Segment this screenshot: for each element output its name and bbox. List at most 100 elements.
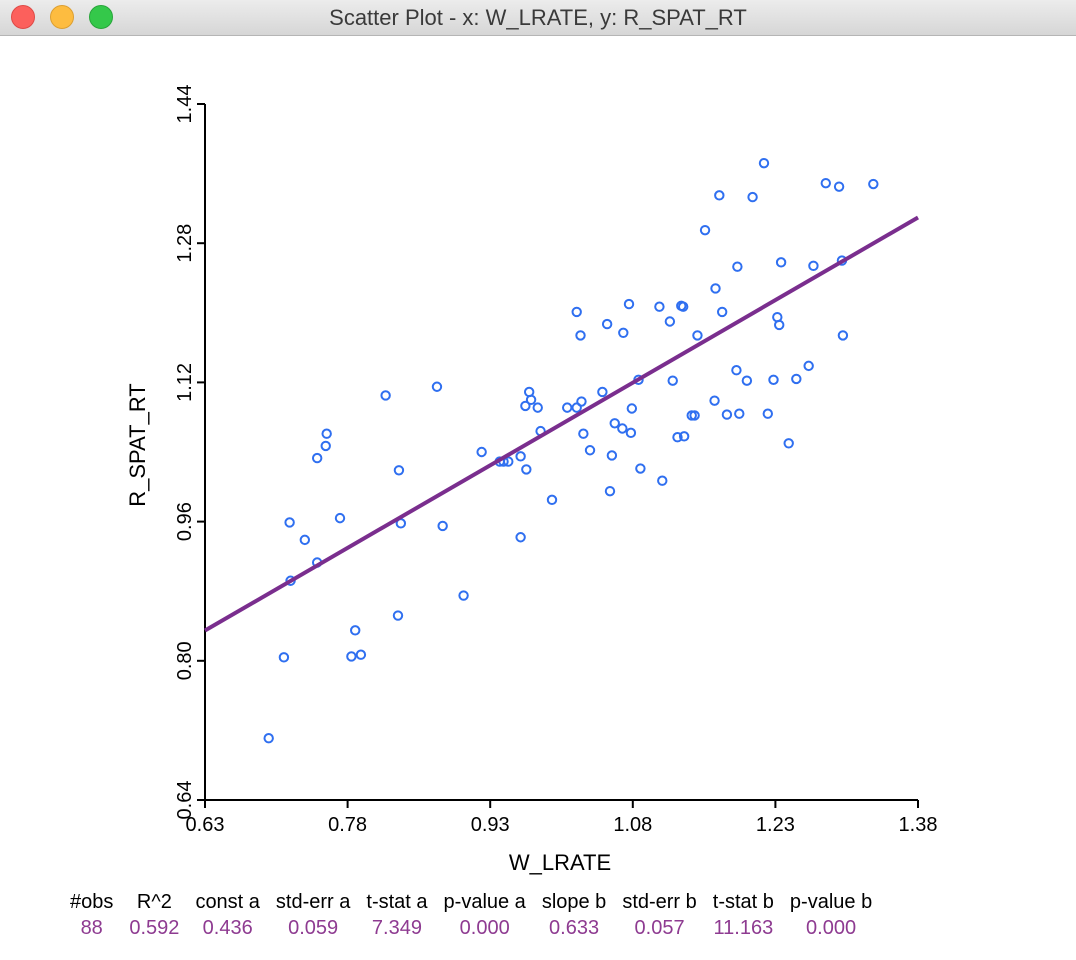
data-point (393, 465, 405, 476)
data-point (562, 402, 573, 413)
data-point (299, 534, 311, 546)
stat-column: std-err b 0.057 (622, 890, 696, 942)
stat-column: p-value b 0.000 (790, 890, 872, 942)
data-point (350, 625, 361, 636)
data-point (689, 410, 700, 421)
data-point (868, 178, 879, 190)
data-point (525, 394, 537, 405)
stat-label: slope b (541, 891, 607, 913)
data-point (721, 409, 733, 420)
y-tick-label: 1.44 (174, 85, 196, 124)
stat-value: 88 (80, 917, 103, 939)
data-point (709, 395, 720, 406)
data-point (678, 431, 690, 442)
y-tick-label: 1.12 (174, 363, 196, 402)
data-point (664, 316, 676, 327)
stat-label: p-value b (789, 891, 873, 913)
data-point (758, 157, 770, 169)
data-point (521, 464, 532, 475)
data-point (762, 408, 773, 419)
data-point (355, 649, 367, 660)
data-point (584, 445, 596, 456)
axes: 0.63 0.78 0.93 1.08 1.23 1.38 0.64 0.80 0.96 1.12… (174, 85, 937, 836)
data-point (626, 403, 638, 414)
regression-line (203, 215, 920, 633)
minimize-window-button[interactable] (50, 5, 74, 29)
y-tick-label: 0.64 (174, 781, 196, 820)
stat-column: const a 0.436 (195, 890, 259, 942)
data-point (503, 456, 514, 467)
data-point (625, 427, 637, 439)
stat-value: 0.059 (288, 917, 339, 939)
stat-column: t-stat b 11.163 (713, 890, 774, 942)
y-tick-label: 0.96 (174, 502, 196, 541)
data-point (672, 432, 683, 443)
data-point (803, 360, 814, 372)
data-point (284, 517, 295, 528)
data-point (833, 181, 845, 192)
maximize-window-button[interactable] (89, 5, 113, 29)
stat-label: t-stat a (366, 891, 428, 913)
data-point (747, 191, 758, 203)
data-point (571, 306, 582, 318)
data-point (734, 408, 745, 419)
data-points (263, 157, 879, 744)
data-point (604, 485, 616, 497)
data-point (597, 386, 608, 398)
y-tick-label: 0.80 (174, 641, 196, 680)
y-axis-label: R_SPAT_RT (125, 383, 150, 506)
data-point (532, 402, 543, 413)
close-window-button[interactable] (11, 5, 35, 29)
data-point (380, 390, 391, 401)
x-tick-label: 0.63 (186, 814, 225, 836)
data-point (837, 330, 849, 341)
x-tick-label: 0.93 (471, 814, 510, 836)
data-point (677, 301, 689, 312)
data-point (635, 463, 646, 474)
stat-label: #obs (70, 891, 114, 913)
data-point (791, 373, 802, 385)
stat-column: p-value a 0.000 (444, 890, 526, 942)
stat-label: p-value a (443, 891, 526, 913)
data-point (699, 224, 711, 236)
data-point (768, 374, 779, 385)
data-point (575, 330, 586, 341)
data-point (623, 298, 635, 310)
stat-column: slope b 0.633 (542, 890, 607, 942)
window-title: Scatter Plot - x: W_LRATE, y: R_SPAT_RT (329, 5, 747, 30)
stat-column: t-stat a 7.349 (366, 890, 427, 942)
stat-value: 11.163 (713, 917, 774, 939)
regression-stats-table: #obs 88 R^2 0.592 const a 0.436 std-err a 0.059… (70, 890, 888, 942)
y-tick-label: 1.28 (174, 224, 196, 263)
data-point (808, 260, 819, 272)
data-point (820, 177, 831, 189)
data-point (437, 520, 448, 532)
stat-label: const a (195, 891, 260, 913)
data-point (714, 190, 725, 201)
x-axis-label: W_LRATE (509, 850, 611, 875)
x-tick-label: 0.78 (328, 814, 367, 836)
data-point (263, 733, 274, 744)
data-point (667, 375, 678, 386)
data-point (775, 257, 787, 268)
data-point (546, 494, 558, 506)
stat-column: #obs 88 (70, 890, 113, 942)
stat-value: 0.436 (202, 917, 253, 939)
title-bar: Scatter Plot - x: W_LRATE, y: R_SPAT_RT (0, 0, 1076, 36)
data-point (515, 451, 526, 462)
data-point (346, 651, 357, 662)
stat-value: 7.349 (371, 917, 422, 939)
data-point (392, 610, 404, 621)
data-point (334, 512, 346, 524)
data-point (578, 428, 589, 439)
scatter-plot: 0.63 0.78 0.93 1.08 1.23 1.38 0.64 0.80 0.96 1.12… (125, 85, 937, 875)
stat-value: 0.000 (459, 917, 510, 939)
data-point (774, 319, 785, 331)
data-point (576, 396, 587, 407)
stat-label: std-err a (275, 891, 351, 913)
data-point (321, 428, 332, 439)
data-point (710, 283, 721, 294)
data-point (476, 446, 487, 458)
data-point (431, 381, 443, 392)
x-tick-label: 1.08 (613, 814, 652, 836)
